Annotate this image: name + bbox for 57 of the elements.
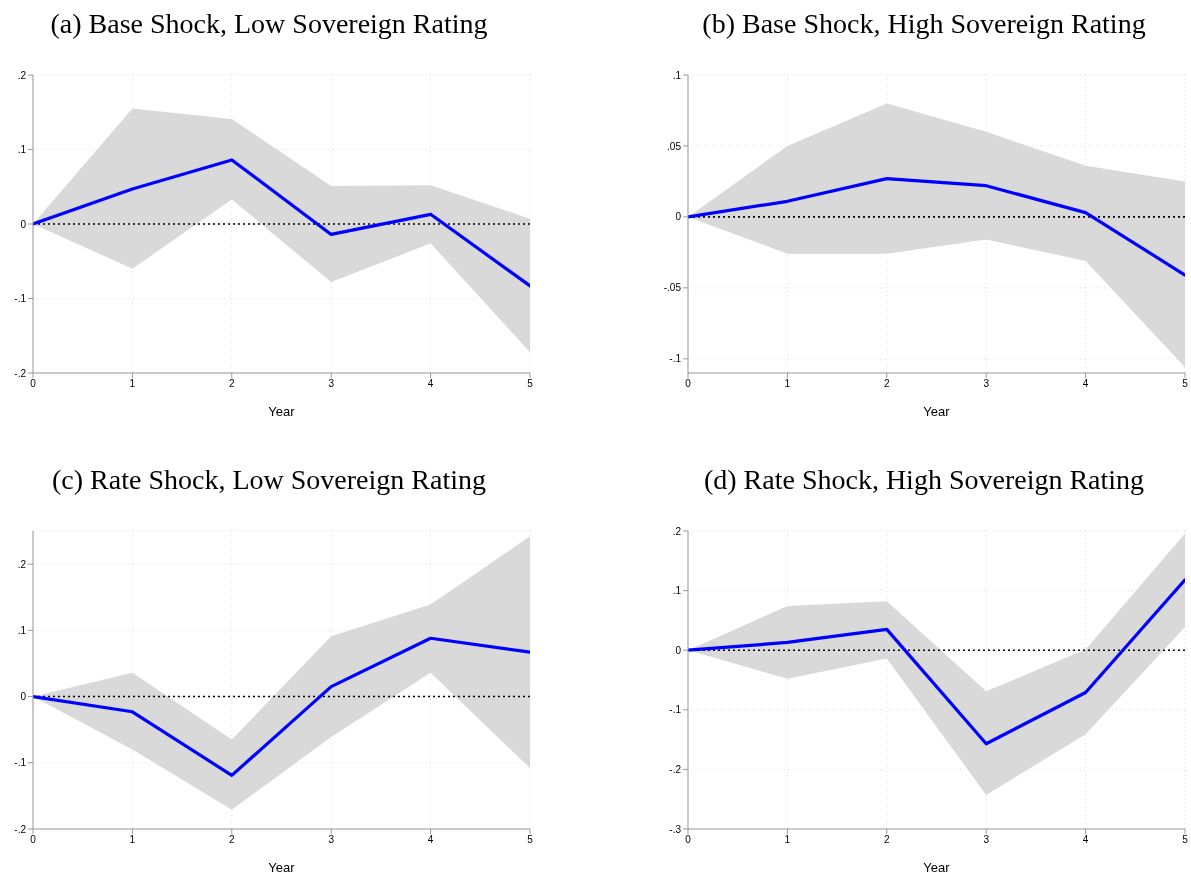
y-tick-label: 0	[20, 691, 27, 703]
y-tick-label: .1	[672, 69, 682, 81]
line-series	[33, 636, 530, 777]
x-axis-title: Year	[268, 860, 296, 873]
chart-title: (b) Base Shock, High Sovereign Rating	[701, 7, 1147, 41]
y-tick-label: -.1	[669, 353, 682, 365]
y-tick-label: -.1	[14, 293, 27, 305]
x-tick-label: 1	[784, 378, 791, 390]
y-tick-label: -.1	[14, 757, 27, 769]
x-tick-label: 4	[427, 378, 434, 390]
x-tick-label: 5	[1182, 378, 1189, 390]
x-tick-label: 0	[30, 834, 37, 846]
y-tick-label: .1	[672, 585, 682, 597]
x-tick-label: 4	[1082, 378, 1089, 390]
x-tick-label: 0	[685, 834, 692, 846]
x-tick-label: 5	[527, 834, 534, 846]
y-tick-label: -.05	[663, 282, 682, 294]
y-tick-label: -.1	[669, 704, 682, 716]
x-tick-label: 3	[328, 834, 335, 846]
x-tick-label: 5	[527, 378, 534, 390]
x-axis-title: Year	[923, 404, 951, 419]
x-tick-label: 3	[328, 378, 335, 390]
x-axis-title: Year	[268, 404, 296, 419]
x-tick-label: 0	[30, 378, 37, 390]
x-tick-label: 3	[983, 834, 990, 846]
x-tick-label: 0	[685, 378, 692, 390]
line-series	[688, 176, 1185, 277]
x-tick-label: 2	[884, 834, 891, 846]
x-tick-label: 1	[129, 378, 136, 390]
chart-title: (d) Rate Shock, High Sovereign Rating	[702, 463, 1146, 497]
y-tick-label: 0	[20, 218, 27, 230]
y-tick-label: .1	[17, 144, 27, 156]
y-tick-label: .2	[672, 525, 682, 537]
y-tick-label: -.3	[669, 823, 682, 835]
x-tick-label: 1	[129, 834, 136, 846]
y-tick-label: .2	[17, 69, 27, 81]
y-tick-label: -.2	[14, 823, 27, 835]
x-tick-label: 3	[983, 378, 990, 390]
x-tick-label: 2	[884, 378, 891, 390]
y-tick-label: -.2	[14, 367, 27, 379]
x-tick-label: 5	[1182, 834, 1189, 846]
y-tick-label: .2	[17, 558, 27, 570]
line-series	[33, 158, 530, 288]
y-tick-label: 0	[675, 644, 682, 656]
x-tick-label: 4	[427, 834, 434, 846]
chart-title: (c) Rate Shock, Low Sovereign Rating	[51, 463, 487, 497]
line-series	[688, 578, 1185, 746]
x-tick-label: 2	[229, 834, 236, 846]
x-tick-label: 4	[1082, 834, 1089, 846]
y-tick-label: .05	[667, 140, 682, 152]
y-tick-label: -.2	[669, 763, 682, 775]
chart-title: (a) Base Shock, Low Sovereign Rating	[49, 7, 489, 41]
x-tick-label: 1	[784, 834, 791, 846]
x-axis-title: Year	[923, 860, 951, 873]
y-tick-label: .1	[17, 624, 27, 636]
x-tick-label: 2	[229, 378, 236, 390]
y-tick-label: 0	[675, 211, 682, 223]
